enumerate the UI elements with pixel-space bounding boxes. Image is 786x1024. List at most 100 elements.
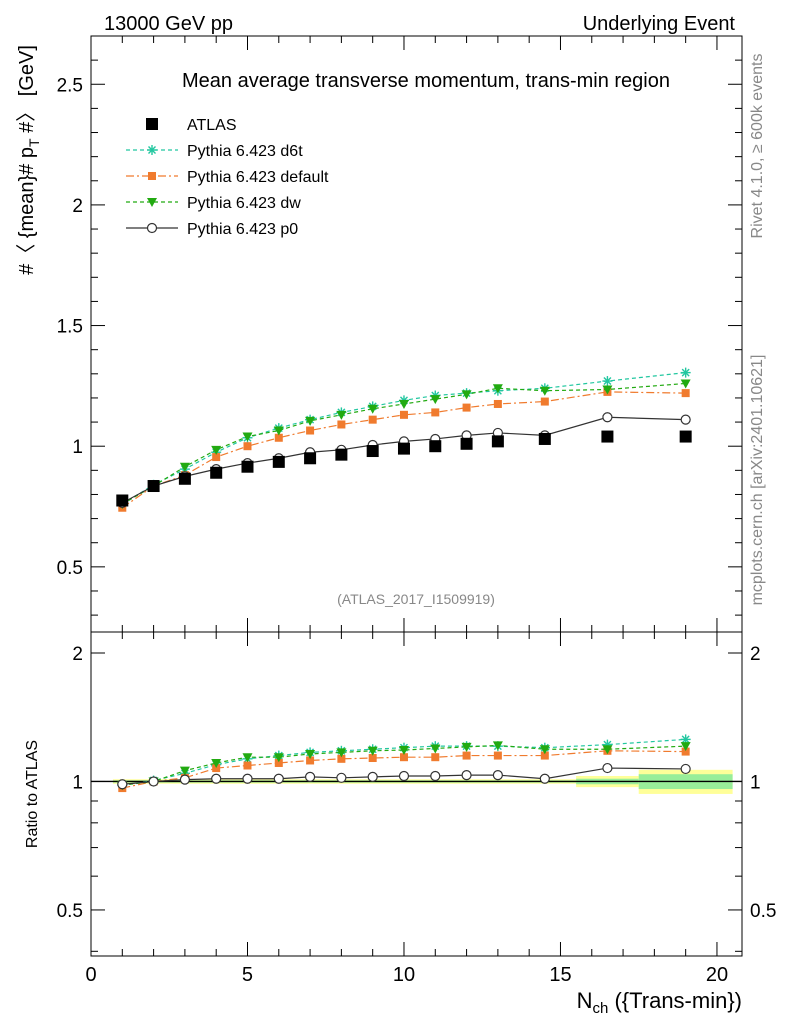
series-atlas [116,430,692,507]
header-right: Underlying Event [583,13,736,35]
ratio-point [273,753,284,763]
data-point [398,399,409,409]
series-line [121,391,686,509]
data-point [493,399,502,408]
ratio-y-tick-label: 1 [72,772,83,793]
ratio-point [602,745,613,755]
data-point [491,435,504,448]
y-axis-label: #〈 {mean}# pT #〉 [GeV] [16,45,42,275]
x-axis-label-main: N [577,988,593,1013]
ratio-y-tick-label-right: 0.5 [750,901,776,922]
y-tick-label: 2.5 [57,75,83,96]
ratio-point [368,754,377,763]
data-point [602,385,613,395]
ratio-point [336,772,347,783]
data-point [540,397,549,406]
data-point [461,390,472,400]
data-point [274,433,283,442]
data-point [460,437,473,450]
ratio-point [430,770,441,782]
x-axis-label-tail: ({Trans-min}) [608,988,742,1013]
y-tick-label: 1.5 [57,317,83,338]
x-tick-label: 10 [393,964,415,986]
ratio-point [367,746,378,756]
ratio-series-pythia-6-423-dw [117,741,691,791]
legend-entry: Pythia 6.423 d6t [126,143,303,160]
ratio-point [398,746,409,756]
data-point [116,494,129,507]
ratio-point [274,758,283,767]
ratio-point [492,770,503,781]
ratio-point [179,766,190,776]
data-point [242,432,253,442]
data-point [492,384,503,394]
ratio-point [117,779,128,790]
ratio-y-tick-label: 2 [72,644,83,665]
data-point [178,472,191,485]
x-tick-label: 5 [242,964,253,986]
ratio-point [492,741,503,751]
legend-entry: Pythia 6.423 p0 [126,221,298,238]
data-point [367,404,378,414]
x-axis-label-sub: ch [593,1000,609,1017]
ratio-point [211,773,222,784]
data-point [680,414,691,425]
x-tick-label: 15 [549,964,571,986]
ratio-point [398,770,410,782]
ratio-point [461,742,472,752]
legend-label: Pythia 6.423 dw [187,195,301,212]
ratio-point [539,773,550,784]
ratio-point [212,764,221,773]
legend-label: ATLAS [187,117,237,134]
legend-entry: Pythia 6.423 dw [126,195,301,212]
series-line [121,382,686,505]
rivet-label: Rivet 4.1.0, ≥ 600k events [749,54,766,239]
ratio-axis-ticks: 0.5 0.51 12 20 5 10 15 20 [57,632,776,986]
main-series-group [116,367,692,512]
mcplots-label: mcplots.cern.ch [arXiv:2401.10621] [749,355,766,606]
data-point [179,462,190,472]
ratio-point [306,756,315,765]
ratio-line [122,767,686,785]
x-axis-label: Nch ({Trans-min}) [577,988,742,1017]
analysis-tag: (ATLAS_2017_I1509919) [337,591,495,607]
ratio-point [431,753,440,762]
x-tick-label: 20 [706,964,728,986]
legend-marker [146,222,158,234]
data-point [212,453,221,462]
y-tick-label: 2 [72,196,83,217]
header-left: 13000 GeV pp [104,13,233,35]
series-pythia-6-423-p0 [117,412,691,509]
ratio-line [122,750,686,789]
ratio-point [680,763,691,775]
ratio-point [336,748,347,758]
data-point [335,448,348,461]
ratio-point [540,751,549,760]
series-line [122,416,686,504]
data-point [399,410,408,419]
data-point [462,403,471,412]
data-point [305,416,316,426]
ratio-y-tick-label-right: 1 [750,772,761,793]
ratio-point [399,753,408,762]
legend-marker [146,118,158,130]
data-point [337,420,346,429]
data-point [602,412,613,423]
ratio-panel: 0.5 0.51 12 20 5 10 15 20 Ratio to ATLAS Nch ({… [24,631,776,1017]
data-point [539,386,550,396]
legend-marker [147,198,157,207]
ratio-y-tick-label-right: 2 [750,644,761,665]
legend-entry: Pythia 6.423 default [126,169,329,186]
ratio-series-pythia-6-423-p0 [117,762,691,790]
y-tick-label: 1 [72,437,83,458]
legend: ATLAS Pythia 6.423 d6t Pythia 6.423 defaul… [126,117,329,238]
data-point [243,442,252,451]
ratio-point [243,761,252,770]
ratio-point [430,744,441,754]
data-point [368,415,377,424]
ratio-y-tick-label: 0.5 [57,901,83,922]
x-tick-label: 0 [85,964,96,986]
y-axis-label-tail: #〉 [GeV] [16,45,38,138]
main-axis-ticks: 0.5 1 1.5 2 2.5 [57,36,742,632]
data-point [336,410,347,420]
